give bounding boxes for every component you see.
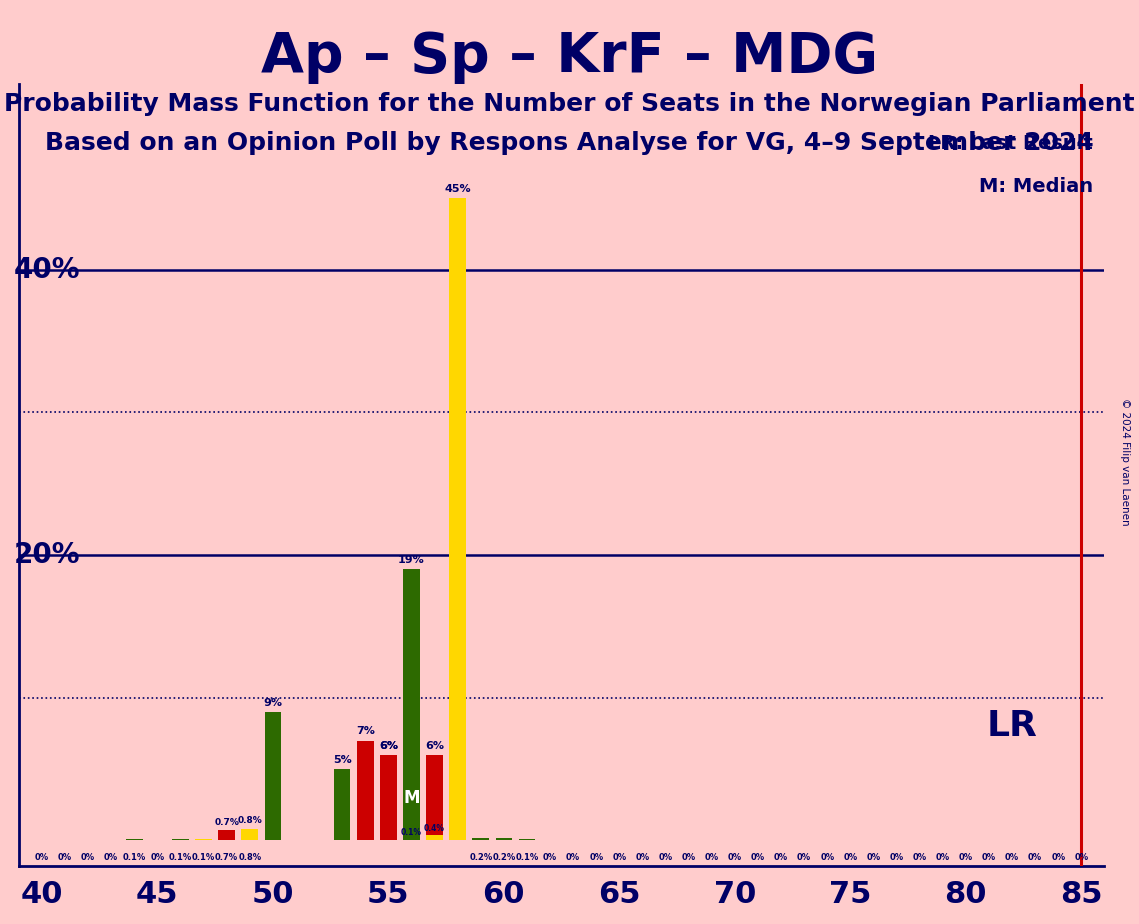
Text: 0.1%: 0.1% xyxy=(169,853,192,861)
Bar xyxy=(426,755,443,841)
Text: 0%: 0% xyxy=(935,853,950,861)
Text: 0%: 0% xyxy=(912,853,927,861)
Text: 0%: 0% xyxy=(658,853,673,861)
Text: M: Median: M: Median xyxy=(978,177,1093,196)
Bar xyxy=(380,755,396,841)
Bar xyxy=(126,839,142,841)
Text: 0%: 0% xyxy=(982,853,995,861)
Bar xyxy=(403,839,420,841)
Text: 40%: 40% xyxy=(14,256,81,284)
Text: LR: LR xyxy=(986,710,1038,743)
Text: 0%: 0% xyxy=(797,853,811,861)
Bar xyxy=(334,769,351,841)
Bar xyxy=(403,569,420,841)
Bar xyxy=(473,837,489,841)
Text: 0%: 0% xyxy=(890,853,903,861)
Text: 0%: 0% xyxy=(636,853,649,861)
Text: M: M xyxy=(403,788,419,807)
Text: 0%: 0% xyxy=(959,853,973,861)
Text: 0.7%: 0.7% xyxy=(214,818,239,827)
Text: 0%: 0% xyxy=(81,853,96,861)
Bar xyxy=(172,839,189,841)
Text: 6%: 6% xyxy=(379,740,398,750)
Text: 7%: 7% xyxy=(355,726,375,736)
Text: 20%: 20% xyxy=(14,541,81,569)
Text: 0.1%: 0.1% xyxy=(515,853,539,861)
Text: 0%: 0% xyxy=(820,853,834,861)
Text: 0%: 0% xyxy=(150,853,164,861)
Text: 0.1%: 0.1% xyxy=(401,828,421,837)
Text: 0.4%: 0.4% xyxy=(424,823,445,833)
Bar xyxy=(195,839,212,841)
Text: 0%: 0% xyxy=(775,853,788,861)
Text: 0.1%: 0.1% xyxy=(192,853,215,861)
Text: 0%: 0% xyxy=(843,853,858,861)
Text: Probability Mass Function for the Number of Seats in the Norwegian Parliament: Probability Mass Function for the Number… xyxy=(5,92,1134,116)
Text: 0%: 0% xyxy=(104,853,118,861)
Text: 0.2%: 0.2% xyxy=(492,853,516,861)
Bar xyxy=(357,740,374,841)
Text: © 2024 Filip van Laenen: © 2024 Filip van Laenen xyxy=(1121,398,1130,526)
Text: 0%: 0% xyxy=(566,853,580,861)
Text: 0%: 0% xyxy=(1005,853,1019,861)
Text: 0%: 0% xyxy=(1051,853,1065,861)
Text: 0.7%: 0.7% xyxy=(215,853,238,861)
Text: 0.1%: 0.1% xyxy=(123,853,146,861)
Bar xyxy=(495,837,513,841)
Text: 0%: 0% xyxy=(35,853,49,861)
Text: 0%: 0% xyxy=(589,853,604,861)
Bar xyxy=(264,712,281,841)
Text: 0%: 0% xyxy=(705,853,719,861)
Text: 0%: 0% xyxy=(681,853,696,861)
Text: 6%: 6% xyxy=(425,740,444,750)
Bar xyxy=(518,839,535,841)
Text: 0%: 0% xyxy=(1029,853,1042,861)
Text: 0%: 0% xyxy=(867,853,880,861)
Bar xyxy=(450,199,466,841)
Text: 0%: 0% xyxy=(543,853,557,861)
Text: 0%: 0% xyxy=(613,853,626,861)
Text: Based on an Opinion Poll by Respons Analyse for VG, 4–9 September 2024: Based on an Opinion Poll by Respons Anal… xyxy=(46,131,1093,155)
Text: 6%: 6% xyxy=(379,740,398,750)
Text: LR: Last Result: LR: Last Result xyxy=(928,134,1093,153)
Text: 9%: 9% xyxy=(263,698,282,708)
Bar xyxy=(426,834,443,841)
Text: Ap – Sp – KrF – MDG: Ap – Sp – KrF – MDG xyxy=(261,30,878,83)
Text: 45%: 45% xyxy=(444,184,470,194)
Text: 0%: 0% xyxy=(1074,853,1089,861)
Text: 0%: 0% xyxy=(728,853,741,861)
Bar xyxy=(241,829,259,841)
Text: 5%: 5% xyxy=(333,755,352,765)
Bar xyxy=(219,831,235,841)
Text: 0%: 0% xyxy=(751,853,765,861)
Text: 0%: 0% xyxy=(58,853,72,861)
Text: 19%: 19% xyxy=(398,555,425,565)
Text: 0.8%: 0.8% xyxy=(237,817,262,825)
Text: 0.8%: 0.8% xyxy=(238,853,261,861)
Bar xyxy=(380,755,396,841)
Text: 0.2%: 0.2% xyxy=(469,853,492,861)
